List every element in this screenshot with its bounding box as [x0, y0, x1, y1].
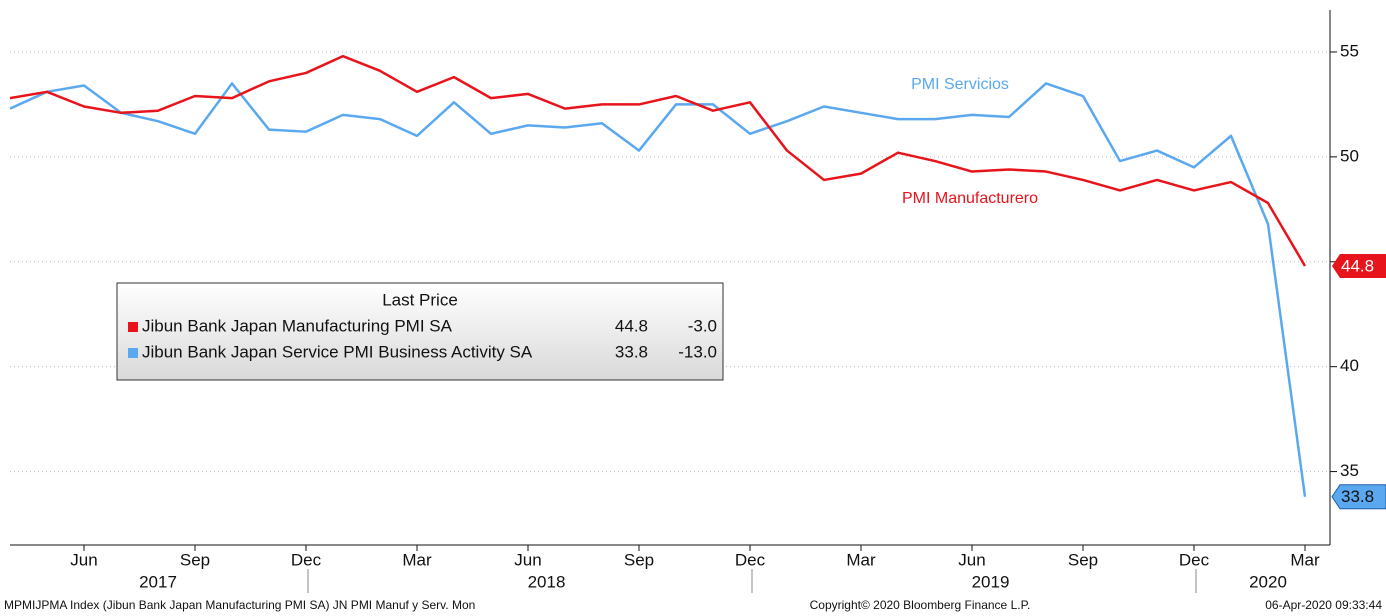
- x-tick-label: Sep: [624, 550, 654, 569]
- legend-label: Jibun Bank Japan Manufacturing PMI SA: [142, 316, 453, 335]
- x-tick-label: Jun: [958, 550, 985, 569]
- legend-change: -3.0: [688, 316, 717, 335]
- x-tick-label: Dec: [1179, 550, 1210, 569]
- legend-title: Last Price: [382, 290, 458, 309]
- x-tick-label: Sep: [1068, 550, 1098, 569]
- x-tick-label: Mar: [846, 550, 876, 569]
- series-line: [9, 82, 1307, 497]
- x-tick-label: Jun: [514, 550, 541, 569]
- x-tick-label: Mar: [1290, 550, 1320, 569]
- series-line: [9, 54, 1307, 267]
- last-value-tag: [1332, 253, 1386, 278]
- series-annotation: PMI Manufacturero: [902, 190, 1038, 207]
- legend-swatch: [128, 348, 138, 358]
- x-year-label: 2019: [972, 572, 1010, 591]
- x-tick-label: Mar: [402, 550, 432, 569]
- legend-label: Jibun Bank Japan Service PMI Business Ac…: [142, 342, 533, 361]
- x-year-label: 2020: [1249, 572, 1287, 591]
- x-year-label: 2017: [139, 572, 177, 591]
- y-tick-label: 40: [1340, 356, 1359, 375]
- series-annotation: PMI Servicios: [911, 76, 1009, 93]
- legend-swatch: [128, 322, 138, 332]
- last-value-tag: [1331, 484, 1386, 510]
- y-tick-label: 55: [1340, 41, 1359, 60]
- legend: Last Price Jibun Bank Japan Manufacturing…: [116, 282, 724, 381]
- x-year-label: 2018: [528, 572, 566, 591]
- footer-left: MPMIJPMA Index (Jibun Bank Japan Manufac…: [4, 598, 475, 612]
- x-tick-label: Sep: [180, 550, 210, 569]
- last-value-label: 44.8: [1341, 256, 1374, 275]
- footer-right: 06-Apr-2020 09:33:44: [1265, 598, 1382, 612]
- last-value-label: 33.8: [1341, 487, 1374, 506]
- x-tick-label: Jun: [70, 550, 97, 569]
- x-tick-label: Dec: [735, 550, 766, 569]
- footer-center: Copyright© 2020 Bloomberg Finance L.P.: [810, 598, 1031, 612]
- legend-last-value: 33.8: [615, 342, 648, 361]
- legend-last-value: 44.8: [615, 316, 648, 335]
- x-tick-label: Dec: [291, 550, 322, 569]
- y-tick-label: 35: [1340, 461, 1359, 480]
- legend-change: -13.0: [678, 342, 717, 361]
- y-tick-label: 50: [1340, 146, 1359, 165]
- legend-box: [116, 282, 724, 381]
